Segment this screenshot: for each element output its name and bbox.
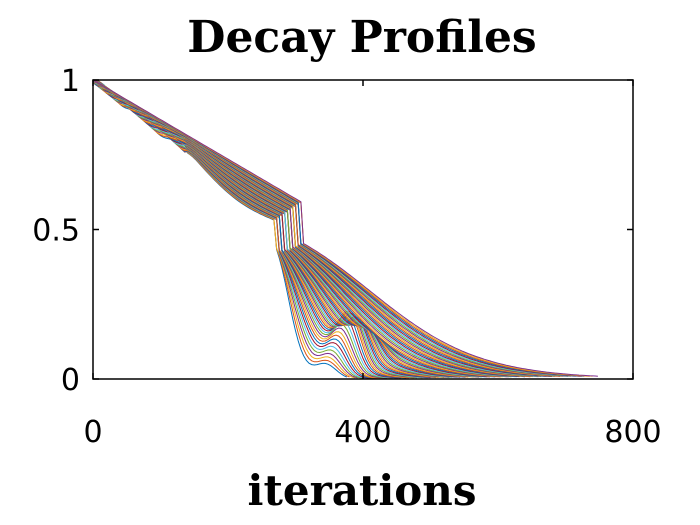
- y-tick-label: 0.5: [32, 214, 80, 249]
- series-line: [92, 79, 509, 378]
- series-line: [92, 79, 517, 378]
- series-line: [92, 79, 598, 377]
- x-tick-label: 0: [83, 415, 102, 450]
- series-line: [92, 79, 453, 378]
- x-axis-label: iterations: [248, 466, 477, 515]
- plot-area: [92, 79, 634, 380]
- series-line: [92, 79, 450, 378]
- x-tick-label: 800: [604, 415, 661, 450]
- y-tick-label: 0: [61, 363, 80, 398]
- axis-ticks: 0 400 800 0 0.5 1: [32, 64, 661, 450]
- series-group: [92, 79, 598, 379]
- x-tick-label: 400: [334, 415, 391, 450]
- chart-title: Decay Profiles: [187, 12, 536, 63]
- y-tick-label: 1: [61, 64, 80, 99]
- series-line: [92, 79, 512, 378]
